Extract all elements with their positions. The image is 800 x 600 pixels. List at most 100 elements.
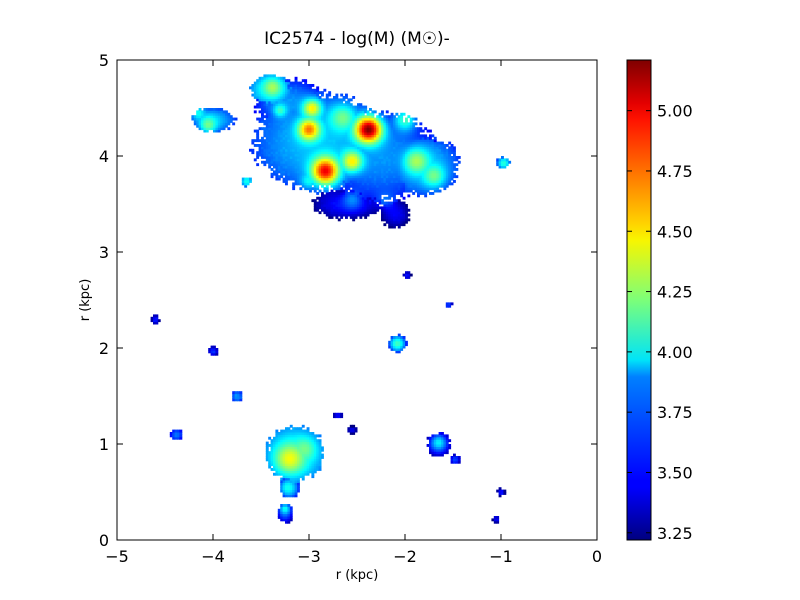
heatmap-cell	[153, 321, 156, 325]
heatmap-cell	[357, 115, 360, 119]
heatmap-cell	[328, 153, 332, 157]
heatmap-cell	[369, 170, 372, 174]
heatmap-cell	[258, 91, 262, 95]
heatmap-cell	[275, 120, 279, 123]
heatmap-cell	[217, 129, 221, 133]
heatmap-cell	[409, 139, 413, 143]
heatmap-cell	[412, 153, 416, 157]
heatmap-cell	[395, 184, 399, 188]
heatmap-cell	[441, 451, 444, 455]
heatmap-cell	[277, 122, 281, 126]
heatmap-cell	[280, 120, 284, 123]
heatmap-cell	[285, 489, 288, 493]
heatmap-cell	[373, 124, 377, 128]
heatmap-cell	[316, 172, 320, 176]
heatmap-cell	[388, 139, 392, 143]
heatmap-cell	[263, 91, 267, 95]
heatmap-cell	[292, 441, 296, 445]
heatmap-cell	[342, 98, 346, 102]
heatmap-cell	[376, 170, 380, 174]
heatmap-cell	[330, 204, 334, 207]
heatmap-cell	[282, 177, 286, 181]
heatmap-cell	[371, 180, 375, 183]
heatmap-cell	[364, 151, 368, 155]
heatmap-cell	[306, 120, 310, 123]
heatmap-cell	[316, 96, 320, 99]
heatmap-cell	[352, 115, 356, 119]
heatmap-cell	[397, 192, 401, 195]
heatmap-cell	[323, 117, 327, 121]
heatmap-cell	[357, 182, 360, 186]
heatmap-cell	[325, 180, 329, 183]
heatmap-cell	[273, 458, 276, 462]
heatmap-cell	[393, 220, 396, 224]
heatmap-cell	[395, 223, 399, 227]
heatmap-cell	[301, 124, 305, 128]
heatmap-cell	[297, 475, 300, 479]
heatmap-cell	[337, 112, 341, 116]
heatmap-cell	[275, 148, 279, 152]
heatmap-cell	[393, 340, 396, 344]
heatmap-cell	[349, 427, 353, 431]
heatmap-cell	[280, 470, 284, 474]
heatmap-cell	[316, 163, 320, 167]
heatmap-cell	[340, 192, 344, 195]
heatmap-cell	[395, 160, 399, 164]
heatmap-cell	[270, 96, 274, 99]
heatmap-cell	[436, 158, 440, 162]
heatmap-cell	[273, 441, 276, 445]
heatmap-cell	[265, 74, 269, 78]
heatmap-cell	[335, 103, 339, 107]
heatmap-cell	[299, 168, 303, 171]
heatmap-cell	[306, 463, 310, 467]
heatmap-cell	[289, 129, 293, 133]
heatmap-cell	[378, 112, 382, 116]
heatmap-cell	[417, 163, 420, 167]
heatmap-cell	[333, 163, 336, 167]
heatmap-cell	[280, 460, 284, 464]
heatmap-cell	[325, 196, 329, 200]
heatmap-cell	[407, 122, 411, 126]
heatmap-cell	[323, 189, 327, 193]
heatmap-cell	[289, 434, 293, 438]
heatmap-cell	[325, 110, 329, 114]
heatmap-cell	[357, 148, 360, 152]
heatmap-cell	[280, 516, 284, 519]
heatmap-cell	[311, 146, 315, 150]
heatmap-cell	[424, 136, 428, 140]
heatmap-cell	[249, 148, 252, 152]
heatmap-cell	[340, 110, 344, 114]
heatmap-cell	[390, 132, 394, 135]
heatmap-cell	[405, 206, 408, 210]
heatmap-cell	[405, 168, 408, 171]
heatmap-cell	[340, 199, 344, 203]
heatmap-cell	[443, 434, 447, 438]
heatmap-cell	[366, 122, 370, 126]
heatmap-cell	[340, 216, 344, 219]
heatmap-cell	[383, 124, 387, 128]
heatmap-cell	[366, 129, 370, 133]
heatmap-cell	[313, 458, 317, 462]
heatmap-cell	[330, 98, 334, 102]
heatmap-cell	[316, 444, 320, 447]
heatmap-cell	[450, 151, 454, 155]
heatmap-cell	[297, 136, 300, 140]
heatmap-cell	[253, 88, 257, 92]
heatmap-cell	[388, 184, 392, 188]
heatmap-cell	[450, 172, 454, 176]
heatmap-cell	[342, 170, 346, 174]
heatmap-cell	[306, 170, 310, 174]
heatmap-cell	[369, 120, 372, 123]
heatmap-cell	[282, 115, 286, 119]
heatmap-cell	[373, 153, 377, 157]
heatmap-cell	[318, 441, 322, 445]
heatmap-cell	[297, 427, 300, 431]
heatmap-cell	[337, 151, 341, 155]
heatmap-cell	[409, 120, 413, 123]
heatmap-cell	[306, 91, 310, 95]
heatmap-cell	[397, 129, 401, 133]
heatmap-cell	[357, 160, 360, 164]
heatmap-cell	[373, 180, 377, 183]
heatmap-cell	[280, 444, 284, 447]
heatmap-cell	[347, 129, 351, 133]
